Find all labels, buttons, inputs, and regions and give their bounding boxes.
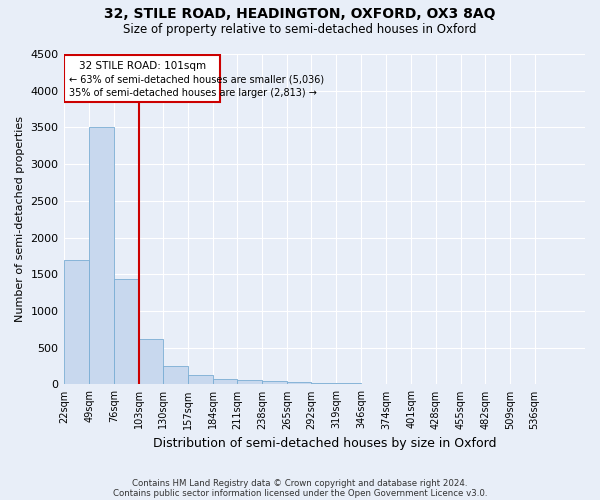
- Bar: [188, 375, 212, 384]
- Bar: [139, 339, 163, 384]
- Text: Size of property relative to semi-detached houses in Oxford: Size of property relative to semi-detach…: [123, 22, 477, 36]
- Text: Contains public sector information licensed under the Open Government Licence v3: Contains public sector information licen…: [113, 488, 487, 498]
- Bar: [287, 382, 311, 384]
- Bar: [64, 260, 89, 384]
- Text: 32, STILE ROAD, HEADINGTON, OXFORD, OX3 8AQ: 32, STILE ROAD, HEADINGTON, OXFORD, OX3 …: [104, 8, 496, 22]
- Bar: [311, 383, 336, 384]
- Text: 35% of semi-detached houses are larger (2,813) →: 35% of semi-detached houses are larger (…: [69, 88, 317, 98]
- Bar: [262, 381, 287, 384]
- Y-axis label: Number of semi-detached properties: Number of semi-detached properties: [15, 116, 25, 322]
- Bar: [163, 366, 188, 384]
- Bar: [64, 56, 220, 102]
- Text: 32 STILE ROAD: 101sqm: 32 STILE ROAD: 101sqm: [79, 61, 206, 71]
- Bar: [114, 280, 139, 384]
- Bar: [238, 380, 262, 384]
- X-axis label: Distribution of semi-detached houses by size in Oxford: Distribution of semi-detached houses by …: [152, 437, 496, 450]
- Bar: [89, 128, 114, 384]
- Text: Contains HM Land Registry data © Crown copyright and database right 2024.: Contains HM Land Registry data © Crown c…: [132, 478, 468, 488]
- Text: ← 63% of semi-detached houses are smaller (5,036): ← 63% of semi-detached houses are smalle…: [69, 75, 324, 85]
- Bar: [212, 378, 238, 384]
